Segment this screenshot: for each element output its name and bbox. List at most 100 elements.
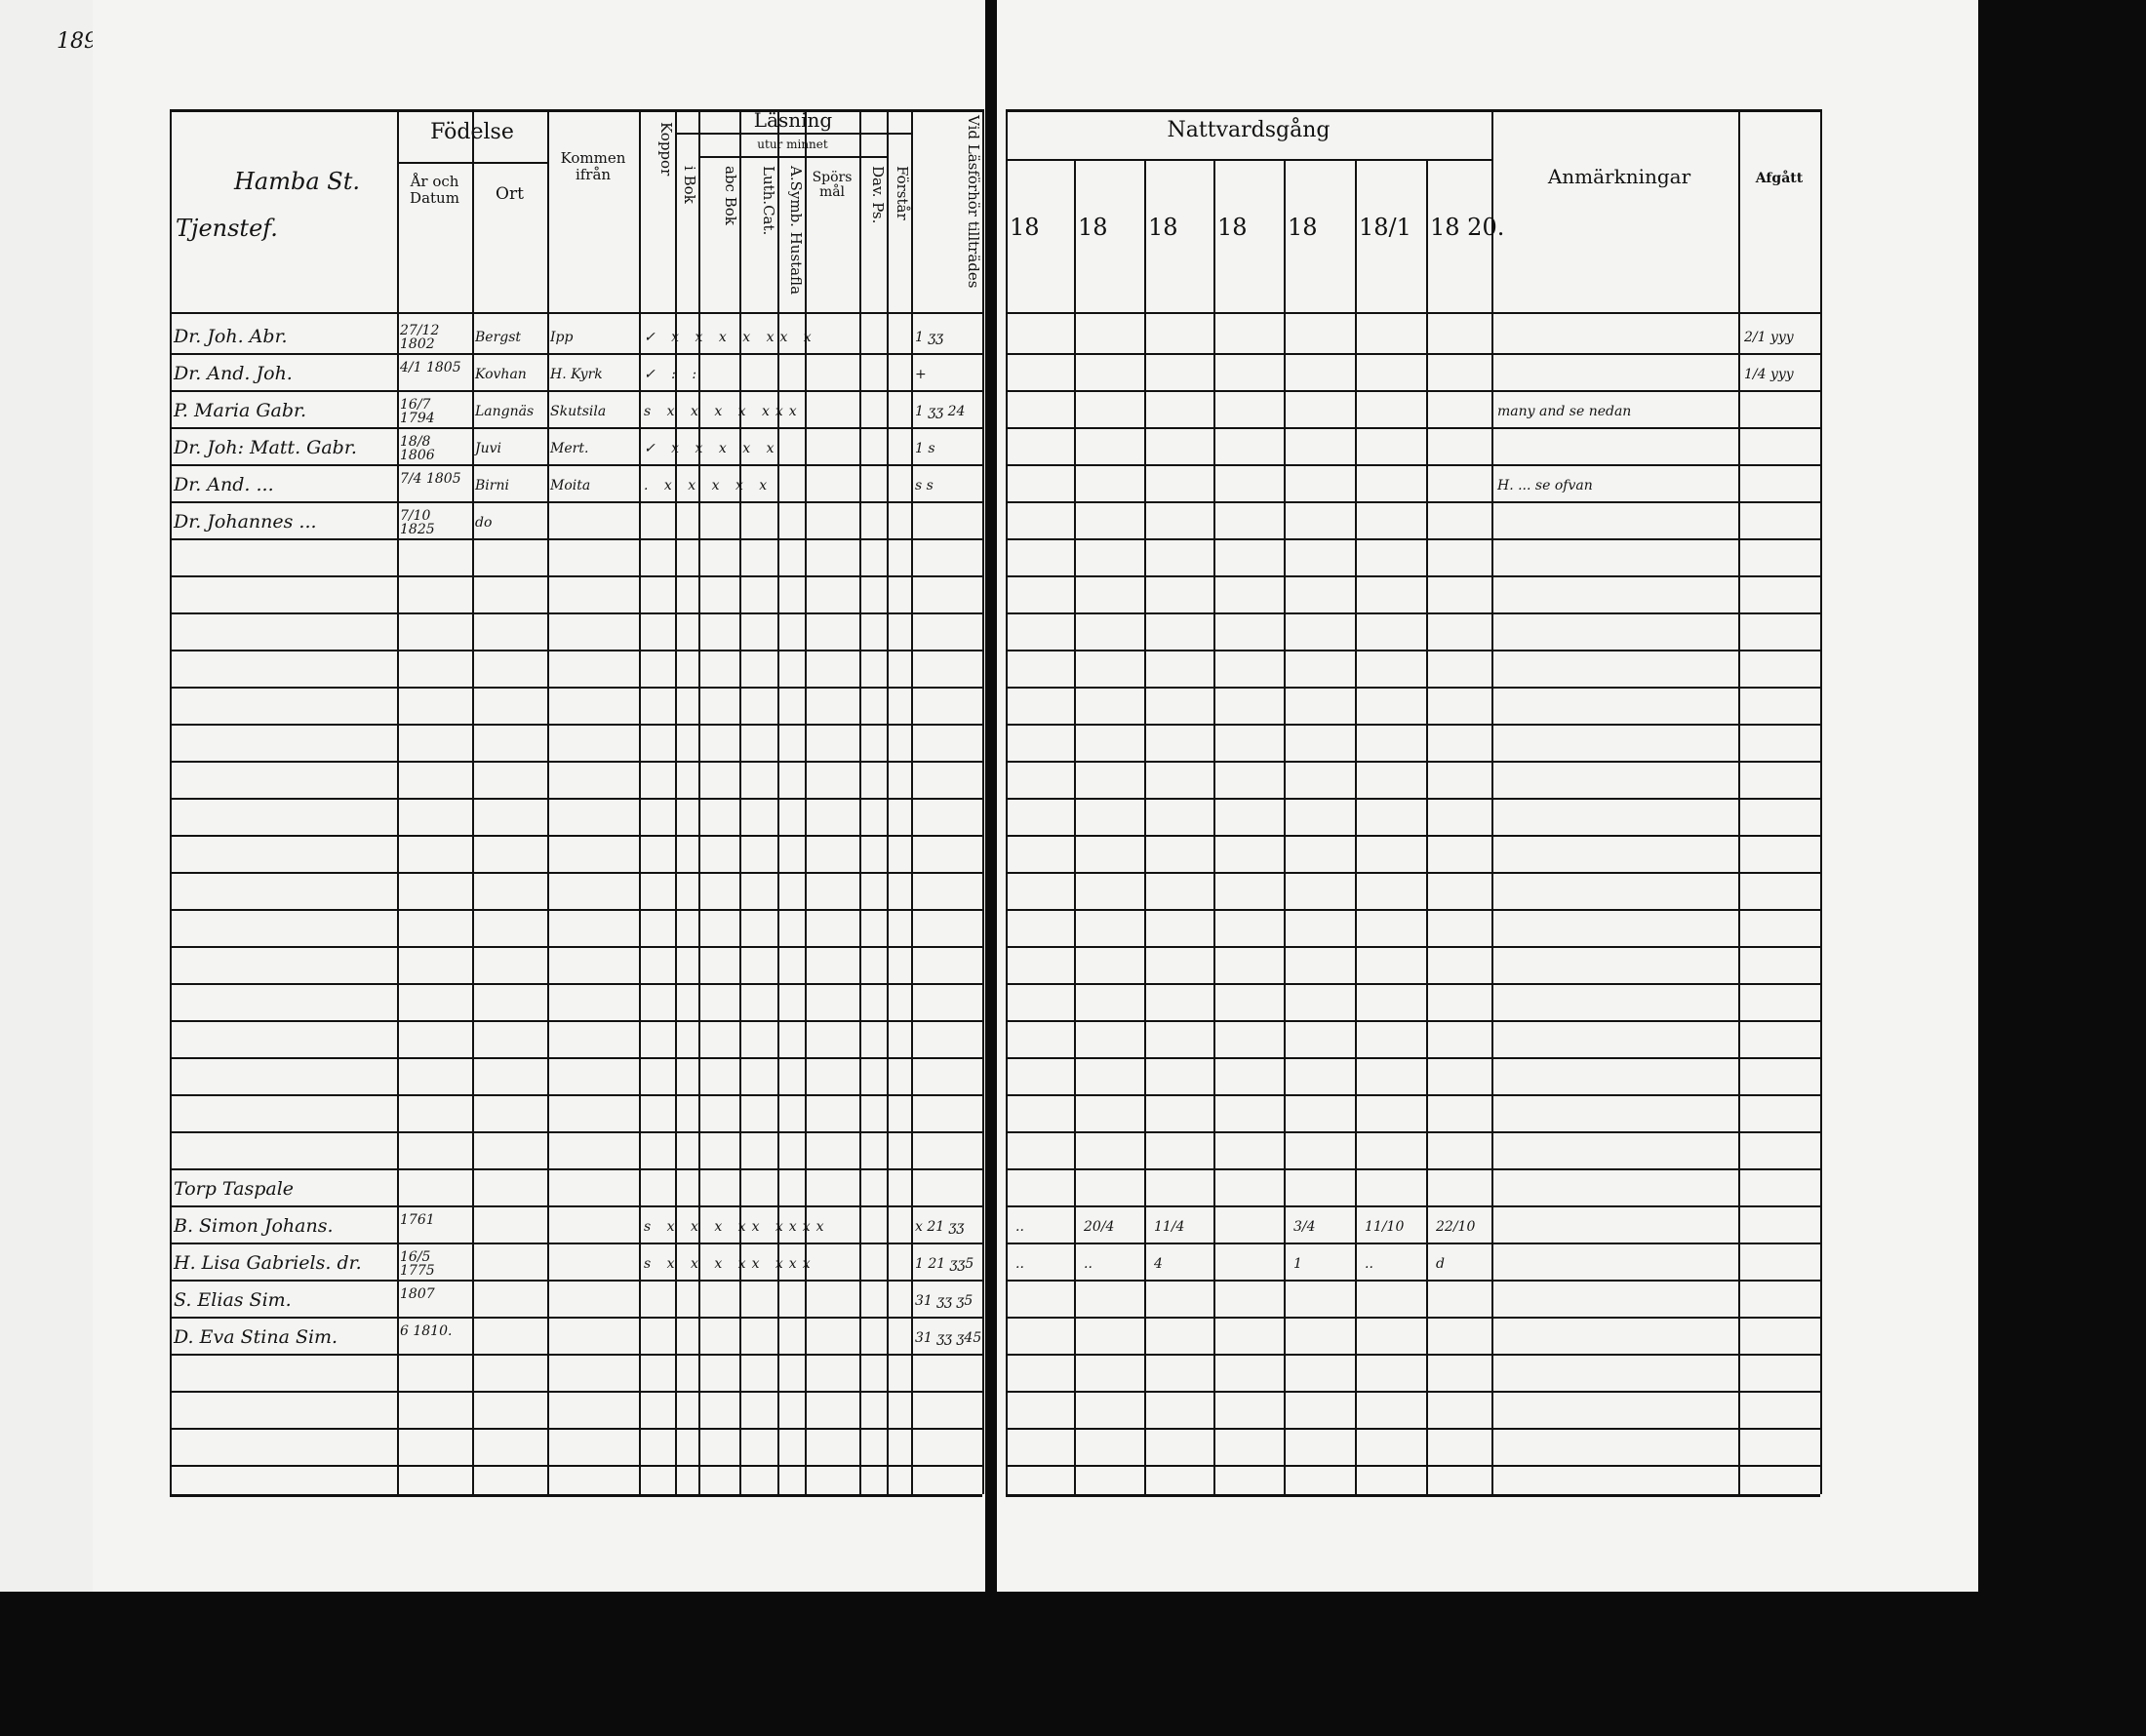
moved-from: Ipp <box>550 330 574 345</box>
birth-place: Birni <box>475 478 509 493</box>
moved-from: Moita <box>550 478 591 493</box>
reading-marks: . x x x x x <box>644 478 774 493</box>
header-sporsmal: Spörsmål <box>812 170 853 201</box>
header-year: 18 <box>1148 214 1178 241</box>
header-a-symb-harda: A.Symb. Hustafla <box>787 166 805 296</box>
header-year: 18 <box>1288 214 1318 241</box>
remark-text: H. ... se ofvan <box>1497 478 1593 493</box>
communion-mark: 22/10 <box>1436 1219 1476 1235</box>
row-line <box>170 909 982 911</box>
row-line <box>170 1280 982 1282</box>
communion-mark: .. <box>1015 1256 1024 1272</box>
row-line <box>1006 1428 1820 1430</box>
row-line <box>1006 1057 1820 1059</box>
header-utur-minnet: utur minnet <box>757 138 828 151</box>
row-line <box>170 1465 982 1467</box>
departure-note: 1/4 yyy <box>1744 367 1794 382</box>
row-line <box>170 983 982 985</box>
birth-date: 18/8 1806 <box>400 434 435 463</box>
communion-mark: 1 <box>1293 1256 1302 1272</box>
table-bottom-border <box>170 1494 982 1497</box>
examination-mark: 1 ʒʒ <box>915 330 944 345</box>
row-line <box>170 464 982 466</box>
household-heading: Hamba St. <box>234 168 361 195</box>
row-line <box>170 835 982 837</box>
birth-place: Juvi <box>475 441 502 456</box>
fodelse-divider <box>397 162 547 164</box>
row-line <box>170 872 982 874</box>
birth-date: 4/1 1805 <box>400 360 461 375</box>
communion-mark: .. <box>1365 1256 1373 1272</box>
row-line <box>1006 1020 1820 1022</box>
column-divider <box>859 109 861 1494</box>
communion-mark: 11/4 <box>1154 1219 1185 1235</box>
person-name: B. Simon Johans. <box>174 1215 334 1237</box>
row-line <box>170 1168 982 1170</box>
reading-marks: ✓ : : <box>644 367 703 382</box>
moved-from: Mert. <box>550 441 589 456</box>
row-line <box>170 353 982 355</box>
row-line <box>1006 1354 1820 1356</box>
column-divider <box>739 109 741 1494</box>
communion-mark: 3/4 <box>1293 1219 1316 1235</box>
birth-date: 1807 <box>400 1286 435 1302</box>
birth-place: Kovhan <box>475 367 527 382</box>
lasning-divider <box>675 133 911 135</box>
row-line <box>1006 1317 1820 1319</box>
row-line <box>170 724 982 726</box>
row-line <box>170 1205 982 1207</box>
departure-note: 2/1 yyy <box>1744 330 1794 345</box>
row-line <box>1006 687 1820 689</box>
header-anmarkningar: Anmärkningar <box>1547 165 1691 188</box>
birth-date: 6 1810. <box>400 1323 453 1339</box>
row-line <box>1006 612 1820 614</box>
header-dav-ps: Dav. Ps. <box>869 166 887 224</box>
birth-place: Langnäs <box>475 404 535 419</box>
header-afgatt: Afgått <box>1755 171 1804 186</box>
birth-date: 7/10 1825 <box>400 508 435 537</box>
birth-date: 16/7 1794 <box>400 397 435 426</box>
header-year: 18 <box>1010 214 1040 241</box>
person-name: Dr. Johannes ... <box>174 511 317 533</box>
birth-date: 7/4 1805 <box>400 471 461 487</box>
column-divider <box>1820 109 1822 1494</box>
column-divider <box>1355 161 1357 1494</box>
row-line <box>170 575 982 577</box>
row-line <box>170 427 982 429</box>
person-name: S. Elias Sim. <box>174 1289 292 1311</box>
header-year: 18 <box>1217 214 1248 241</box>
row-line <box>1006 501 1820 503</box>
birth-place: do <box>475 515 493 531</box>
communion-mark: 11/10 <box>1365 1219 1405 1235</box>
examination-mark: x 21 ʒʒ <box>915 1219 965 1235</box>
column-divider <box>675 109 677 1494</box>
previous-page-edge <box>0 0 95 1592</box>
header-abc-bok: abc Bok <box>722 166 739 225</box>
header-forstar: Förstår <box>894 166 911 220</box>
row-line <box>1006 1205 1820 1207</box>
person-name: H. Lisa Gabriels. dr. <box>174 1252 362 1274</box>
row-line <box>1006 909 1820 911</box>
header-koppor: Koppor <box>657 122 675 177</box>
column-divider <box>1144 161 1146 1494</box>
communion-mark: 20/4 <box>1084 1219 1115 1235</box>
moved-from: H. Kyrk <box>550 367 603 382</box>
row-line <box>170 798 982 800</box>
row-line <box>170 1243 982 1244</box>
examination-mark: + <box>915 367 927 382</box>
reading-marks: ✓ x x x x x <box>644 441 780 456</box>
row-line <box>1006 1168 1820 1170</box>
communion-mark: 4 <box>1154 1256 1163 1272</box>
household-heading: Tjenstef. <box>176 215 278 242</box>
header-kommen-ifran: Kommen ifrån <box>560 149 626 183</box>
table-top-border <box>1006 109 1820 112</box>
birth-date: 1761 <box>400 1212 435 1228</box>
row-line <box>1006 1391 1820 1393</box>
column-divider <box>1213 161 1215 1494</box>
header-ar-och-datum: År och Datum <box>410 173 459 207</box>
communion-mark: .. <box>1015 1219 1024 1235</box>
header-nattvardsgang: Nattvardsgång <box>1167 118 1331 142</box>
row-line <box>170 1094 982 1096</box>
column-divider <box>639 109 641 1494</box>
examination-mark: 1 s <box>915 441 935 456</box>
